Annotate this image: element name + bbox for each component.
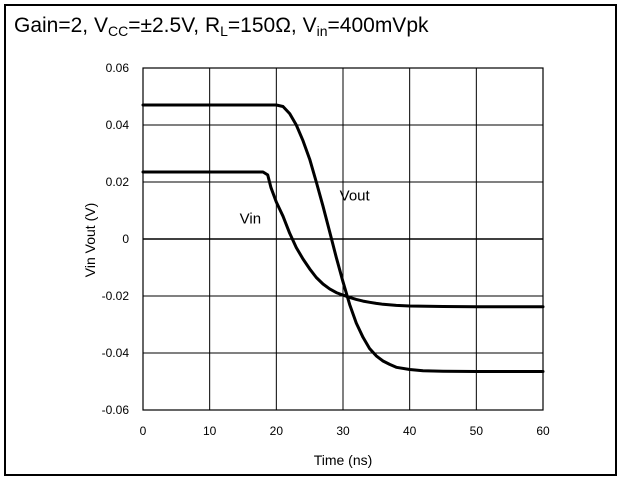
- x-tick-label: 10: [203, 424, 217, 438]
- x-tick-label: 50: [470, 424, 484, 438]
- x-tick-label: 20: [270, 424, 284, 438]
- series-lines: [141, 103, 545, 373]
- y-tick-labels: -0.06 -0.04 -0.02 0 0.02 0.04 0.06: [102, 61, 130, 417]
- chart-frame: [4, 4, 617, 476]
- x-tick-label: 60: [536, 424, 550, 438]
- y-tick-label: 0.06: [106, 61, 130, 75]
- series-annotations: Vin Vout: [240, 188, 371, 228]
- y-tick-label: 0.02: [106, 175, 130, 189]
- x-tick-label: 40: [403, 424, 417, 438]
- annotation-vin: Vin: [240, 210, 261, 227]
- y-tick-label: 0.04: [106, 118, 130, 132]
- series-line-vout: [141, 103, 545, 373]
- y-tick-label: -0.04: [102, 346, 130, 360]
- plot-border: [142, 67, 544, 411]
- x-tick-labels: 0 10 20 30 40 50 60: [140, 424, 550, 438]
- plot-area: [142, 67, 544, 411]
- y-axis-label: Vin Vout (V): [82, 203, 98, 277]
- chart-title: Gain=2, VCC=±2.5V, RL=150Ω, Vin=400mVpk: [14, 14, 429, 39]
- x-axis-label: Time (ns): [314, 452, 373, 468]
- annotation-vout: Vout: [340, 188, 371, 205]
- x-tick-label: 0: [140, 424, 147, 438]
- series-line-vin: [141, 170, 545, 309]
- y-tick-label: -0.02: [102, 289, 130, 303]
- y-tick-label: -0.06: [102, 403, 130, 417]
- y-tick-label: 0: [122, 232, 129, 246]
- x-tick-label: 30: [336, 424, 350, 438]
